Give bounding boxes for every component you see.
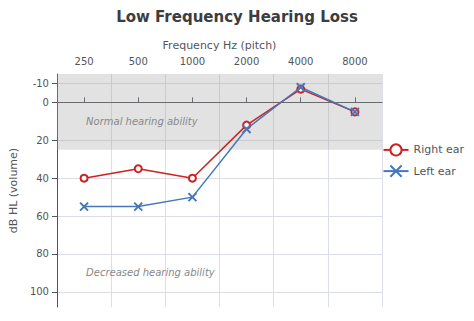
svg-text:60: 60	[36, 211, 49, 222]
svg-text:Decreased hearing ability: Decreased hearing ability	[86, 267, 216, 278]
svg-text:8000: 8000	[342, 56, 367, 67]
svg-text:80: 80	[36, 248, 49, 259]
svg-text:1000: 1000	[180, 56, 205, 67]
svg-text:100: 100	[30, 286, 49, 297]
svg-text:4000: 4000	[288, 56, 313, 67]
svg-text:Normal hearing ability: Normal hearing ability	[86, 116, 199, 127]
svg-text:2000: 2000	[234, 56, 259, 67]
svg-text:20: 20	[36, 135, 49, 146]
svg-text:Left ear: Left ear	[414, 165, 457, 178]
svg-text:0: 0	[43, 97, 49, 108]
svg-text:Frequency Hz (pitch): Frequency Hz (pitch)	[163, 39, 277, 52]
svg-text:-10: -10	[33, 78, 49, 89]
svg-text:500: 500	[129, 56, 148, 67]
svg-text:250: 250	[75, 56, 94, 67]
svg-text:dB HL (volume): dB HL (volume)	[7, 148, 20, 233]
svg-text:40: 40	[36, 173, 49, 184]
svg-text:Low Frequency Hearing Loss: Low Frequency Hearing Loss	[116, 8, 358, 26]
svg-text:Right ear: Right ear	[414, 143, 465, 156]
